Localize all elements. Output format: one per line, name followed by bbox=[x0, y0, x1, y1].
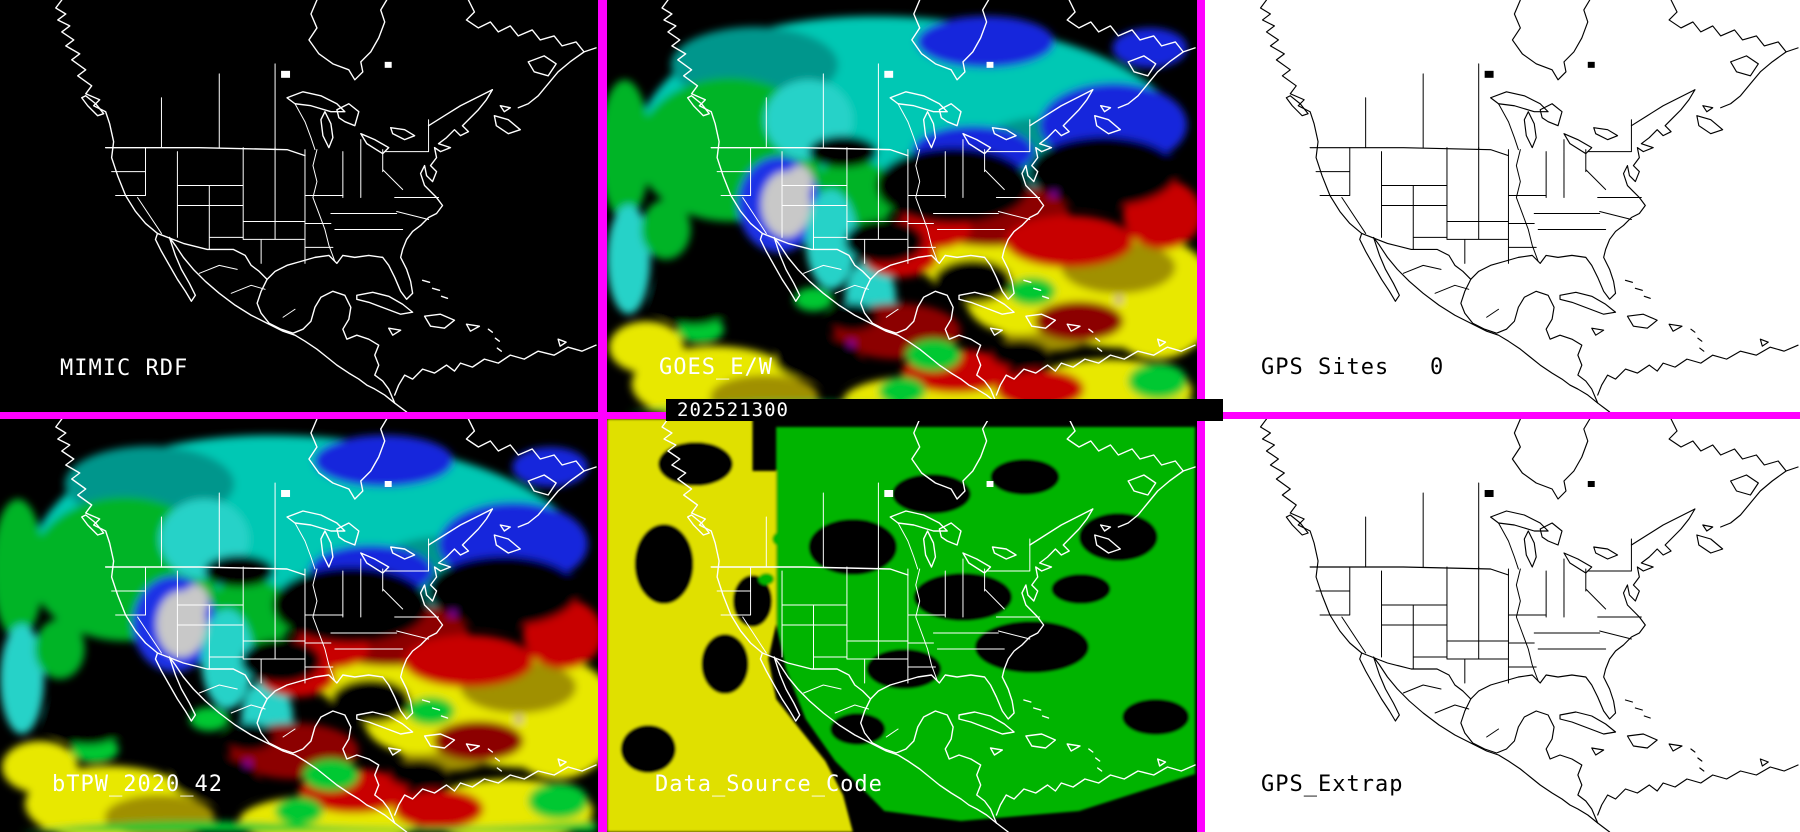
gps-sites-map-image bbox=[1205, 0, 1800, 412]
map-outline bbox=[55, 0, 597, 412]
timestamp-text: 202521300 bbox=[677, 399, 789, 421]
panel-gps-sites: GPS Sites 0 bbox=[1205, 0, 1800, 412]
panel-label-goes-ew: GOES_E/W bbox=[659, 355, 773, 380]
panel-btpw: bTPW_2020_42 bbox=[0, 419, 598, 832]
goes-ew-tpw-image bbox=[607, 0, 1197, 412]
map-outline bbox=[1259, 419, 1799, 832]
panel-label-mimic-rdf: MIMIC RDF bbox=[60, 356, 189, 381]
panel-data-source-code: Data_Source_Code bbox=[607, 419, 1197, 832]
gps-extrap-map-image bbox=[1205, 419, 1800, 832]
data-source-code-image bbox=[607, 419, 1197, 832]
map-outline bbox=[1259, 0, 1799, 412]
panel-label-btpw: bTPW_2020_42 bbox=[52, 772, 223, 797]
gps-sites-count: 0 bbox=[1430, 355, 1445, 380]
mimic-rdf-map-image bbox=[0, 0, 598, 412]
panel-label-data-source-code: Data_Source_Code bbox=[655, 772, 883, 797]
panel-label-gps-extrap: GPS_Extrap bbox=[1261, 772, 1404, 797]
panel-mimic-rdf: MIMIC RDF bbox=[0, 0, 598, 412]
btpw-tpw-image bbox=[0, 419, 598, 832]
timestamp-box: 202521300 bbox=[666, 399, 1223, 421]
panel-goes-ew: GOES_E/W bbox=[607, 0, 1197, 412]
panel-label-gps-sites: GPS Sites bbox=[1261, 355, 1390, 380]
panel-gps-extrap: GPS_Extrap bbox=[1205, 419, 1800, 832]
